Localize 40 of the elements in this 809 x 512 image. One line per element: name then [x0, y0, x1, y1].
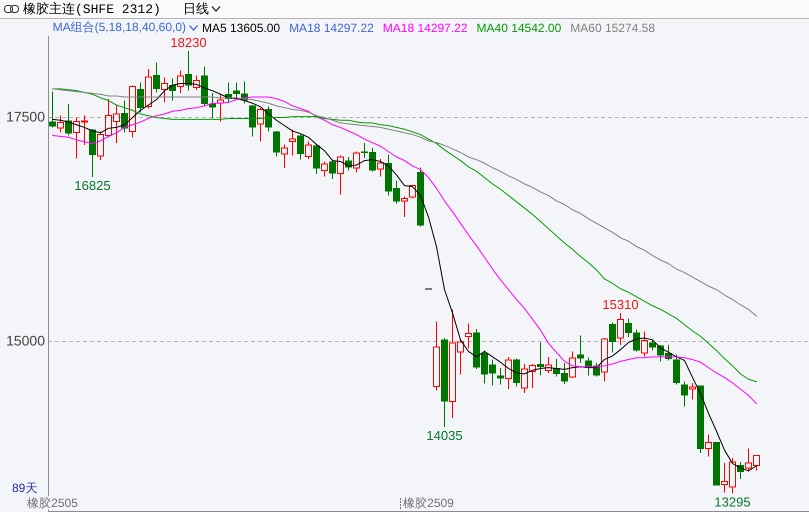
- candlestick: [705, 434, 712, 457]
- annotation: 13295: [714, 494, 751, 510]
- candlestick: [465, 323, 472, 350]
- chart-subtitle: 日线: [182, 0, 209, 18]
- chart-title: 橡胶主连(SHFE 2312): [23, 1, 161, 18]
- y-tick-label: 17500: [6, 108, 46, 125]
- candlestick: [249, 104, 256, 137]
- candlestick: [497, 368, 504, 386]
- candlestick: [577, 335, 584, 364]
- candlestick: [609, 322, 616, 353]
- candlestick: [537, 342, 544, 376]
- candlestick: [313, 144, 320, 174]
- candlestick: [65, 103, 72, 136]
- candlestick: [273, 130, 280, 157]
- candlestick: [153, 62, 160, 93]
- candlestick: [289, 129, 296, 156]
- candlestick: [177, 70, 184, 94]
- candlestick: [49, 91, 56, 128]
- legend-label: MA18 14297.22: [289, 20, 374, 34]
- y-tick-label: 15000: [6, 332, 46, 349]
- annotation: 16825: [74, 178, 111, 194]
- candlestick: [137, 82, 144, 113]
- line-series: [52, 88, 757, 317]
- annotation: 14035: [426, 428, 463, 444]
- x-tick-label: 橡胶2509: [403, 496, 454, 510]
- text: MA40 14542.00: [476, 20, 562, 34]
- annotation: 15310: [602, 296, 639, 312]
- candlestick: [297, 134, 304, 160]
- candlestick: [329, 159, 336, 180]
- annotation: 18230: [170, 35, 207, 50]
- text: 89天: [12, 481, 38, 495]
- candlestick: [161, 76, 168, 103]
- text: MA60 15274.58: [570, 20, 655, 34]
- candlestick: [681, 380, 688, 407]
- candlestick: [513, 358, 520, 387]
- candlestick: [281, 144, 288, 169]
- candlestick: [673, 354, 680, 386]
- text: MA18 14297.22: [382, 20, 468, 34]
- text: MA5 13605.00: [202, 20, 280, 34]
- legend-title: MA组合(5,18,18,40,60,0): [52, 19, 186, 36]
